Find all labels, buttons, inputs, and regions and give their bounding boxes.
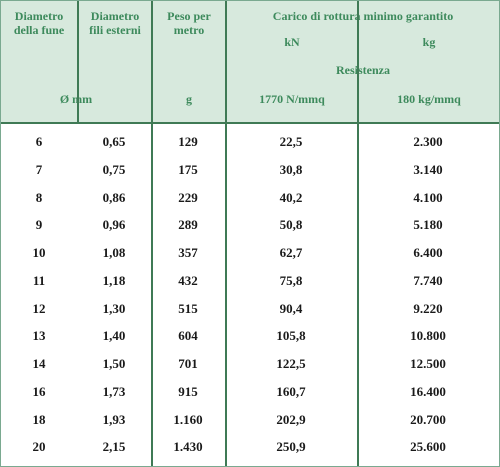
header-diametro-fune: Diametro della fune	[1, 9, 77, 37]
cell-kn: 160,7	[276, 384, 306, 399]
cell-diametro: 16	[32, 384, 46, 399]
cell-peso: 432	[178, 273, 198, 288]
cell-diametro: 20	[32, 439, 46, 454]
cell-kg: 9.220	[413, 301, 443, 316]
header-resistenza: Resistenza	[336, 63, 390, 77]
cell-kn: 50,8	[279, 217, 303, 232]
table-row: 14 1,50 701 122,5 12.500	[1, 352, 499, 376]
header-peso-metro-line1: Peso per	[167, 9, 211, 23]
cell-diametro: 9	[35, 217, 43, 232]
header-diametro-fili: Diametro fili esterni	[79, 9, 151, 37]
cell-fili: 1,40	[102, 328, 126, 343]
cell-diametro: 14	[32, 356, 46, 371]
cell-peso: 604	[178, 328, 198, 343]
cell-kn: 105,8	[276, 328, 306, 343]
header-peso-metro-line2: metro	[173, 23, 205, 37]
divider-header-col1	[77, 1, 79, 124]
cell-kg: 5.180	[413, 217, 443, 232]
table-row: 13 1,40 604 105,8 10.800	[1, 324, 499, 348]
cell-kg: 12.500	[410, 356, 446, 371]
cell-fili: 2,15	[102, 439, 126, 454]
cell-fili: 1,08	[102, 245, 126, 260]
cell-fili: 0,65	[102, 134, 126, 149]
cell-fili: 0,86	[102, 190, 126, 205]
table-row: 12 1,30 515 90,4 9.220	[1, 297, 499, 321]
cell-peso: 1.160	[173, 412, 203, 427]
cell-peso: 515	[178, 301, 198, 316]
cell-diametro: 8	[35, 190, 43, 205]
cell-kg: 4.100	[413, 190, 443, 205]
cell-kg: 25.600	[410, 439, 446, 454]
header-peso-metro: Peso per metro	[153, 9, 225, 37]
cell-peso: 1.430	[173, 439, 203, 454]
table-header: Diametro della fune Diametro fili estern…	[1, 1, 499, 124]
cell-peso: 357	[178, 245, 198, 260]
header-carico-rottura: Carico di rottura minimo garantito	[272, 9, 454, 23]
cell-kg: 16.400	[410, 384, 446, 399]
cell-peso: 129	[178, 134, 198, 149]
cell-kg: 2.300	[413, 134, 443, 149]
cell-diametro: 11	[32, 273, 46, 288]
cell-kn: 30,8	[279, 162, 303, 177]
cell-fili: 0,75	[102, 162, 126, 177]
cell-diametro: 18	[32, 412, 46, 427]
cell-diametro: 6	[35, 134, 43, 149]
table-row: 7 0,75 175 30,8 3.140	[1, 158, 499, 182]
cell-peso: 289	[178, 217, 198, 232]
cell-kg: 7.740	[413, 273, 443, 288]
header-kg: kg	[422, 35, 436, 49]
header-diametro-fili-line2: fili esterni	[89, 23, 141, 37]
table-row: 10 1,08 357 62,7 6.400	[1, 241, 499, 265]
cell-fili: 0,96	[102, 217, 126, 232]
header-bottom-rule	[1, 122, 499, 124]
cell-kg: 10.800	[410, 328, 446, 343]
cell-kg: 20.700	[410, 412, 446, 427]
table-row: 9 0,96 289 50,8 5.180	[1, 213, 499, 237]
cell-fili: 1,30	[102, 301, 126, 316]
cell-kn: 22,5	[279, 134, 303, 149]
header-diametro-fili-line1: Diametro	[90, 9, 140, 23]
cell-peso: 229	[178, 190, 198, 205]
cell-fili: 1,73	[102, 384, 126, 399]
cell-kn: 75,8	[279, 273, 303, 288]
table-row: 16 1,73 915 160,7 16.400	[1, 380, 499, 404]
cell-kn: 62,7	[279, 245, 303, 260]
cell-peso: 701	[178, 356, 198, 371]
table-row: 6 0,65 129 22,5 2.300	[1, 130, 499, 154]
divider-col2	[151, 1, 153, 466]
header-diametro-fune-line2: della fune	[13, 23, 65, 37]
cell-peso: 175	[178, 162, 198, 177]
cell-kn: 250,9	[276, 439, 306, 454]
header-diametro-fune-line1: Diametro	[14, 9, 64, 23]
cell-fili: 1,50	[102, 356, 126, 371]
cell-diametro: 10	[32, 245, 46, 260]
divider-col3	[225, 1, 227, 466]
cell-fili: 1,93	[102, 412, 126, 427]
cell-kg: 3.140	[413, 162, 443, 177]
cell-peso: 915	[178, 384, 198, 399]
cell-diametro: 7	[35, 162, 43, 177]
cell-kn: 202,9	[276, 412, 306, 427]
header-unit-180: 180 kg/mmq	[397, 92, 461, 106]
table-row: 11 1,18 432 75,8 7.740	[1, 269, 499, 293]
header-unit-1770: 1770 N/mmq	[259, 92, 325, 106]
cell-kg: 6.400	[413, 245, 443, 260]
divider-col4	[357, 1, 359, 466]
cell-kn: 90,4	[279, 301, 303, 316]
table-row: 20 2,15 1.430 250,9 25.600	[1, 435, 499, 459]
cell-diametro: 12	[32, 301, 46, 316]
cell-diametro: 13	[32, 328, 46, 343]
table-row: 8 0,86 229 40,2 4.100	[1, 186, 499, 210]
header-unit-mm: Ø mm	[59, 92, 93, 106]
cell-kn: 122,5	[276, 356, 306, 371]
cell-fili: 1,18	[102, 273, 126, 288]
header-unit-g: g	[186, 92, 192, 106]
header-kn: kN	[284, 35, 300, 49]
table-row: 18 1,93 1.160 202,9 20.700	[1, 408, 499, 432]
cell-kn: 40,2	[279, 190, 303, 205]
